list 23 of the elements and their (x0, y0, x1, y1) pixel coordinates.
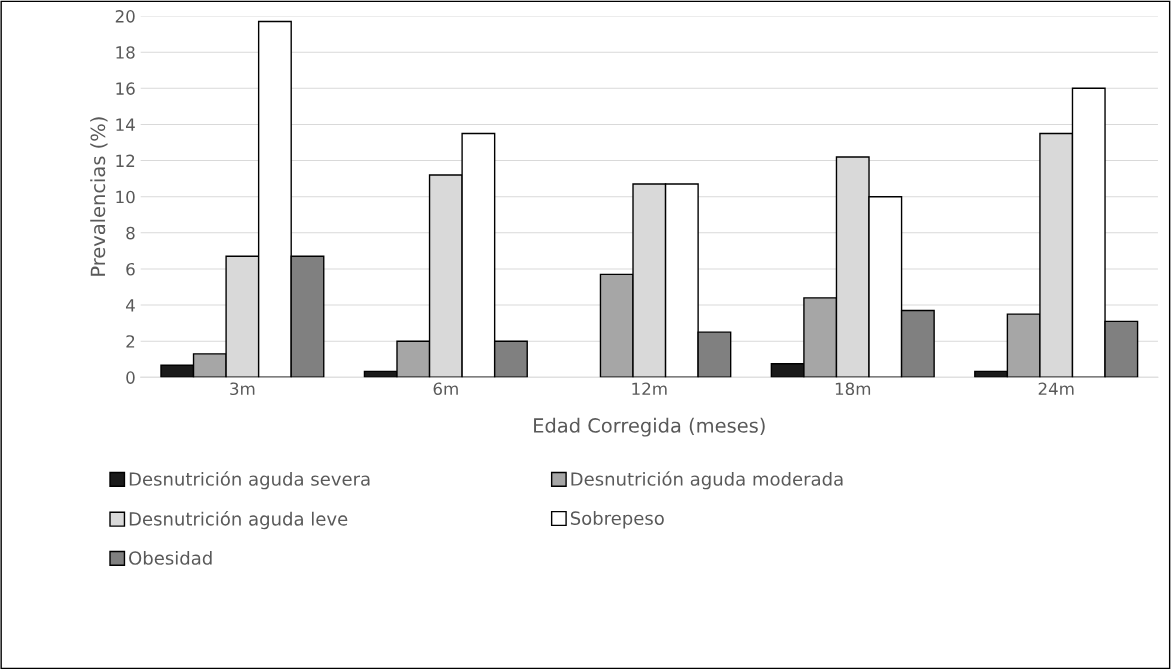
legend-label: Desnutrición aguda moderada (571, 471, 843, 490)
y-tick-label: 16 (116, 82, 135, 95)
x-tick-label: 3m (230, 382, 255, 396)
y-tick-label: 12 (116, 154, 135, 167)
y-tick-label: 0 (126, 371, 135, 384)
legend-label: Obesidad (129, 550, 212, 565)
y-tick-label: 20 (115, 10, 135, 23)
y-tick-label: 14 (116, 118, 135, 131)
y-tick-label: 2 (126, 335, 135, 348)
y-tick-label: 10 (116, 190, 135, 204)
y-axis-title: Prevalencias (%) (90, 117, 108, 276)
y-tick-label: 18 (116, 46, 135, 59)
x-tick-label: 6m (433, 382, 458, 396)
legend-label: Sobrepeso (570, 511, 664, 529)
x-tick-label: 12m (632, 382, 667, 395)
legend-label: Desnutrición aguda severa (129, 471, 370, 490)
x-tick-label: 24m (1038, 382, 1074, 395)
y-tick-label: 4 (125, 299, 135, 312)
y-tick-label: 6 (126, 262, 135, 276)
y-tick-label: 8 (126, 226, 135, 240)
x-axis-title: Edad Corregida (meses) (534, 417, 765, 437)
x-tick-label: 18m (835, 382, 871, 396)
legend-label: Desnutrición aguda leve (129, 511, 348, 530)
